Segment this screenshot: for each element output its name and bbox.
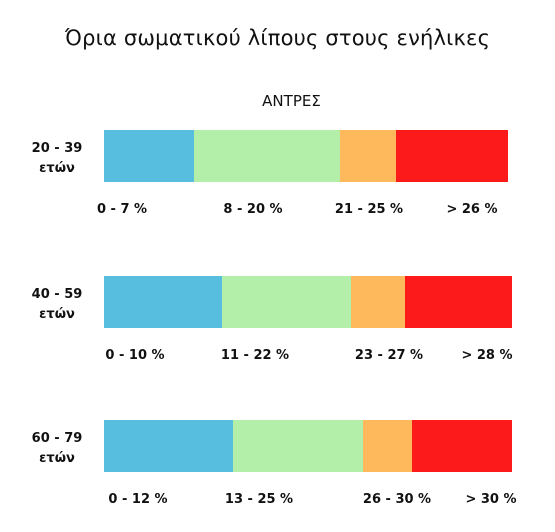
range-label-very-high: > 26 % — [446, 202, 498, 217]
range-label-high: 23 - 27 % — [354, 348, 424, 363]
bar-segment-normal — [222, 276, 351, 328]
range-label-very-high: > 28 % — [461, 348, 513, 363]
bar-segment-normal — [233, 420, 363, 472]
bar-segment-high — [350, 276, 405, 328]
body-fat-bar — [104, 276, 512, 328]
range-label-very-high: > 30 % — [465, 492, 517, 507]
bar-segment-normal — [193, 130, 340, 182]
bar-segment-very-high — [412, 420, 512, 472]
range-label-very-low: 0 - 10 % — [105, 348, 165, 363]
age-group-2: 40 - 59 ετών 0 - 10 % 11 - 22 % 23 - 27 % > 2… — [0, 276, 555, 376]
age-unit: ετών — [39, 161, 75, 176]
range-label-high: 26 - 30 % — [362, 492, 432, 507]
bar-segment-very-low — [104, 130, 194, 182]
bar-segment-high — [339, 130, 396, 182]
range-label-very-low: 0 - 7 % — [96, 202, 148, 217]
chart-title: Όρια σωματικού λίπους στους ενήλικες — [64, 26, 491, 50]
range-label-normal: 11 - 22 % — [220, 348, 290, 363]
bar-segment-very-low — [104, 276, 223, 328]
age-label: 40 - 59 ετών — [18, 285, 96, 325]
age-group-1: 20 - 39 ετών 0 - 7 % 8 - 20 % 21 - 25 % > 26 … — [0, 130, 555, 230]
age-label: 60 - 79 ετών — [18, 429, 96, 469]
body-fat-bar — [104, 130, 508, 182]
age-group-3: 60 - 79 ετών 0 - 12 % 13 - 25 % 26 - 30 % > 3… — [0, 420, 555, 520]
age-unit: ετών — [39, 307, 75, 322]
bar-segment-very-high — [395, 130, 508, 182]
age-range: 60 - 79 — [31, 431, 83, 446]
chart-subtitle: ΑΝΤΡΕΣ — [262, 92, 321, 110]
range-label-normal: 8 - 20 % — [223, 202, 283, 217]
age-range: 40 - 59 — [31, 287, 83, 302]
range-label-very-low: 0 - 12 % — [108, 492, 168, 507]
range-label-high: 21 - 25 % — [334, 202, 404, 217]
age-label: 20 - 39 ετών — [18, 139, 96, 179]
bar-segment-high — [362, 420, 413, 472]
age-unit: ετών — [39, 451, 75, 466]
body-fat-bar — [104, 420, 512, 472]
bar-segment-very-low — [104, 420, 234, 472]
range-label-normal: 13 - 25 % — [224, 492, 294, 507]
bar-segment-very-high — [404, 276, 512, 328]
age-range: 20 - 39 — [31, 141, 83, 156]
